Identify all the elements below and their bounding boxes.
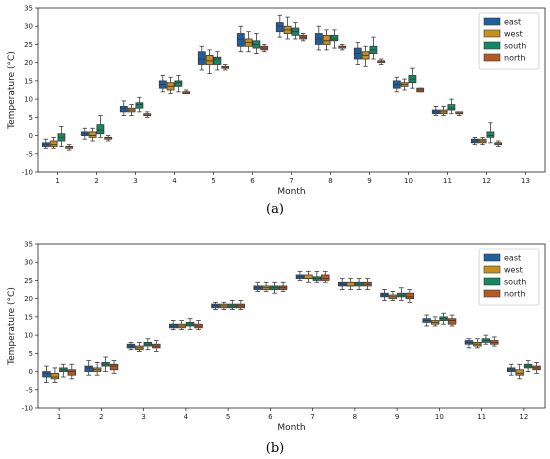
x-tick-label: 7 xyxy=(310,413,314,421)
panel-caption-a: (a) xyxy=(266,202,284,217)
y-tick-label: 5 xyxy=(29,350,33,358)
y-tick-label: 15 xyxy=(24,77,33,85)
y-tick-label: -10 xyxy=(22,169,33,177)
x-tick-label: 12 xyxy=(519,413,528,421)
legend-swatch-south xyxy=(483,277,501,286)
legend-label-west: west xyxy=(504,266,523,275)
legend-label-east: east xyxy=(504,254,521,263)
y-tick-label: -5 xyxy=(26,150,33,158)
y-tick-label: 25 xyxy=(24,41,33,49)
box-south xyxy=(96,124,105,135)
legend-swatch-south xyxy=(483,41,501,50)
legend-label-north: north xyxy=(504,290,525,299)
x-tick-label: 2 xyxy=(94,177,98,185)
legend-label-south: south xyxy=(504,278,526,287)
x-tick-label: 9 xyxy=(395,413,399,421)
legend-swatch-north xyxy=(483,289,501,298)
y-axis-title: Temperature (°C) xyxy=(7,51,17,130)
plot-frame xyxy=(37,243,546,409)
box-north xyxy=(67,369,77,376)
x-tick-label: 4 xyxy=(184,413,189,421)
panel-caption-b: (b) xyxy=(266,441,284,456)
x-tick-label: 8 xyxy=(353,413,357,421)
box-north xyxy=(447,318,457,325)
legend-label-south: south xyxy=(504,42,526,51)
x-tick-label: 9 xyxy=(367,177,371,185)
y-tick-label: 10 xyxy=(24,332,33,340)
y-tick-label: 20 xyxy=(24,295,33,303)
legend-swatch-north xyxy=(483,53,501,62)
box-west xyxy=(515,369,524,376)
x-tick-label: 3 xyxy=(141,413,145,421)
x-tick-label: 3 xyxy=(133,177,137,185)
legend-label-west: west xyxy=(504,30,523,39)
x-tick-label: 10 xyxy=(435,413,444,421)
y-tick-label: 35 xyxy=(24,5,33,13)
y-tick-label: 30 xyxy=(24,259,33,267)
x-tick-label: 4 xyxy=(172,177,177,185)
box-east xyxy=(42,371,51,378)
x-tick-label: 6 xyxy=(250,177,255,185)
y-axis-title: Temperature (°C) xyxy=(7,287,17,366)
legend-label-north: north xyxy=(504,54,525,63)
box-west xyxy=(322,34,331,45)
x-tick-label: 11 xyxy=(443,177,452,185)
y-tick-label: 5 xyxy=(29,114,33,122)
y-tick-label: -5 xyxy=(26,386,33,394)
x-axis-title: Month xyxy=(277,423,305,433)
box-south xyxy=(486,131,495,138)
legend-label-east: east xyxy=(504,18,521,27)
box-west xyxy=(88,131,97,138)
legend-swatch-west xyxy=(483,29,501,38)
legend-swatch-west xyxy=(483,265,501,274)
box-north xyxy=(321,274,330,281)
x-tick-label: 5 xyxy=(226,413,230,421)
box-west xyxy=(304,274,313,280)
y-tick-label: 30 xyxy=(24,23,33,31)
x-tick-label: 10 xyxy=(404,177,413,185)
x-tick-label: 5 xyxy=(211,177,215,185)
box-east xyxy=(275,22,284,33)
legend-swatch-east xyxy=(483,17,501,26)
box-south xyxy=(330,34,339,42)
x-axis-title: Month xyxy=(277,187,305,197)
box-south xyxy=(174,80,183,87)
y-tick-label: -10 xyxy=(22,405,33,413)
y-tick-label: 25 xyxy=(24,277,33,285)
box-east xyxy=(119,106,128,113)
x-tick-label: 8 xyxy=(328,177,332,185)
box-west xyxy=(49,140,58,147)
x-tick-label: 11 xyxy=(477,413,486,421)
x-tick-label: 1 xyxy=(57,413,61,421)
box-west xyxy=(205,54,214,65)
y-tick-label: 0 xyxy=(29,132,33,140)
x-tick-label: 12 xyxy=(482,177,491,185)
x-tick-label: 13 xyxy=(521,177,530,185)
box-north xyxy=(405,292,415,300)
box-south xyxy=(213,56,222,65)
box-south xyxy=(135,102,144,109)
x-tick-label: 1 xyxy=(55,177,59,185)
box-south xyxy=(447,104,456,111)
y-tick-label: 35 xyxy=(24,241,33,249)
y-tick-label: 0 xyxy=(29,368,33,376)
box-west xyxy=(50,372,60,380)
y-tick-label: 20 xyxy=(24,59,33,67)
box-east xyxy=(236,33,245,47)
box-north xyxy=(109,363,119,371)
box-west xyxy=(346,281,355,287)
x-tick-label: 2 xyxy=(99,413,103,421)
x-tick-label: 7 xyxy=(289,177,293,185)
y-tick-label: 10 xyxy=(24,96,33,104)
legend-swatch-east xyxy=(483,253,501,262)
box-east xyxy=(197,51,206,65)
x-tick-label: 6 xyxy=(268,413,273,421)
box-east xyxy=(84,365,93,372)
y-tick-label: 15 xyxy=(24,313,33,321)
